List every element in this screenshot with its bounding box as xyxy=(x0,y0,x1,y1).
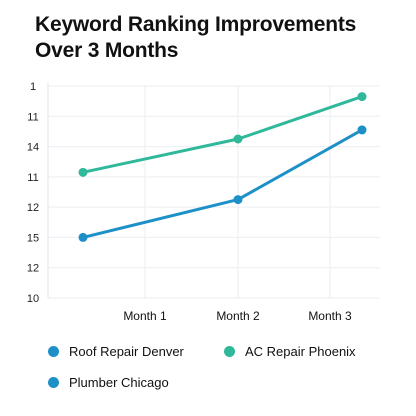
legend-label-plumber-chicago: Plumber Chicago xyxy=(69,375,169,390)
data-point-roof-repair-denver xyxy=(78,232,88,242)
data-point-roof-repair-denver xyxy=(357,125,367,135)
legend-swatch-plumber-chicago xyxy=(48,377,59,388)
data-point-ac-repair-phoenix xyxy=(357,92,367,102)
y-tick-label: 14 xyxy=(27,142,39,154)
legend-item-ac-repair-phoenix[interactable]: AC Repair Phoenix xyxy=(224,344,356,359)
data-point-ac-repair-phoenix xyxy=(233,134,243,144)
y-tick-label: 15 xyxy=(27,232,39,244)
legend-item-plumber-chicago[interactable]: Plumber Chicago xyxy=(48,375,169,390)
data-point-roof-repair-denver xyxy=(233,195,243,205)
y-tick-label: 12 xyxy=(27,202,39,214)
y-tick-label: 10 xyxy=(27,293,39,305)
legend-swatch-ac-repair-phoenix xyxy=(224,346,235,357)
legend-label-roof-repair-denver: Roof Repair Denver xyxy=(69,344,184,359)
y-tick-label: 1 xyxy=(30,81,36,93)
x-tick-label: Month 1 xyxy=(123,309,167,323)
x-tick-label: Month 2 xyxy=(216,309,260,323)
y-tick-label: 11 xyxy=(27,111,38,123)
legend-label-ac-repair-phoenix: AC Repair Phoenix xyxy=(245,344,356,359)
legend-swatch-roof-repair-denver xyxy=(48,346,59,357)
chart-title-line-1: Keyword Ranking Improvements xyxy=(35,13,357,36)
legend-item-roof-repair-denver[interactable]: Roof Repair Denver xyxy=(48,344,184,359)
y-tick-label: 12 xyxy=(27,263,39,275)
chart-title: Keyword Ranking Improvements Over 3 Mont… xyxy=(35,12,395,64)
data-point-ac-repair-phoenix xyxy=(78,167,88,177)
series-line-ac-repair-phoenix xyxy=(81,95,364,174)
y-tick-label: 11 xyxy=(27,172,38,184)
x-tick-label: Month 3 xyxy=(308,309,352,323)
chart-title-line-2: Over 3 Months xyxy=(35,39,179,62)
series-line-roof-repair-denver xyxy=(81,128,364,239)
